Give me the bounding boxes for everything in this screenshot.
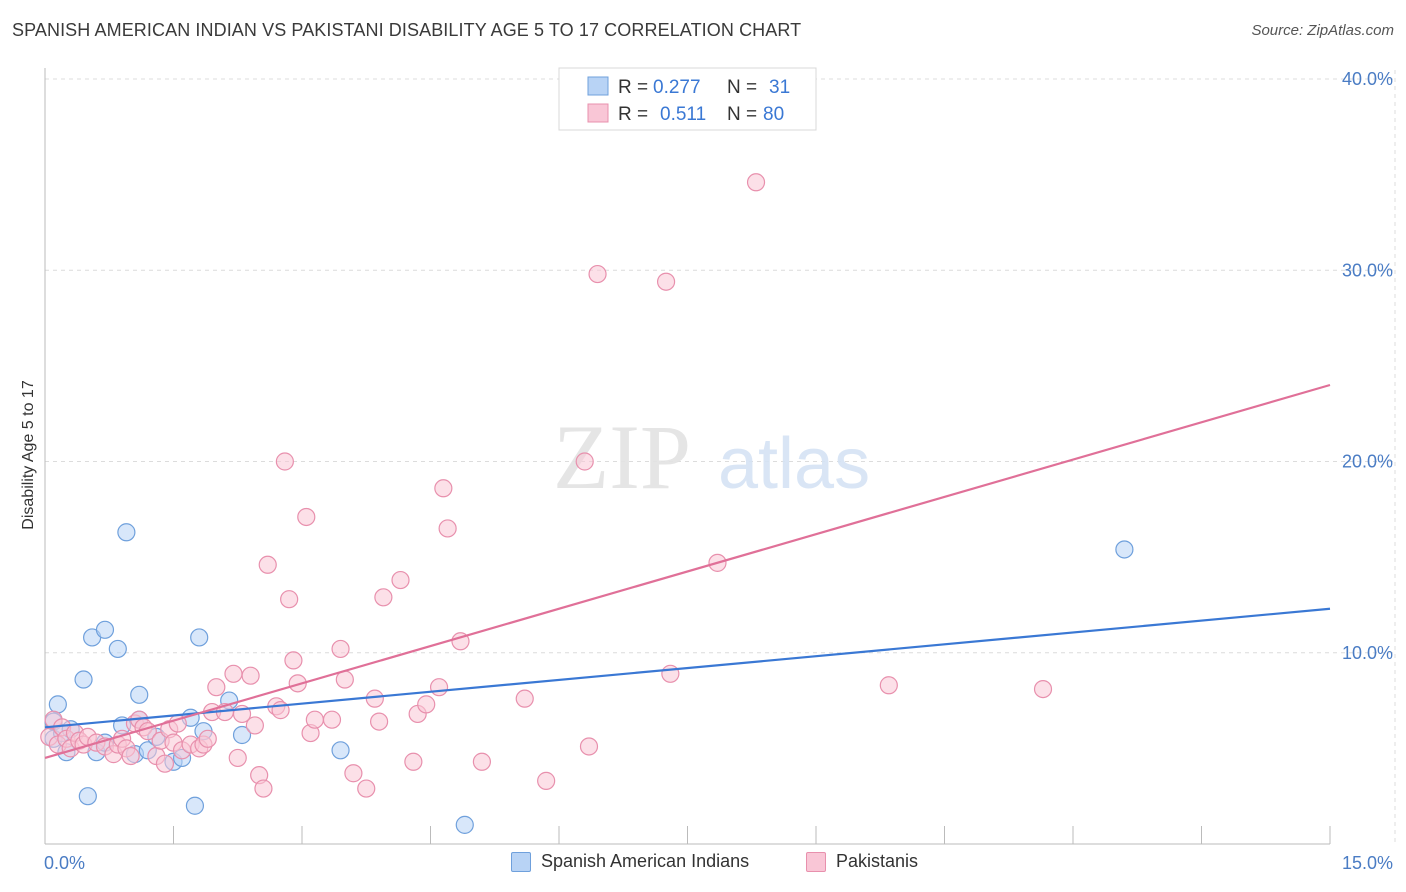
data-point-pakistani xyxy=(228,748,247,768)
data-point-pakistani xyxy=(746,173,766,192)
y-tick-label: 40.0% xyxy=(1342,69,1393,89)
data-point-pakistani xyxy=(254,779,273,798)
data-point-spanish-american-indian xyxy=(130,685,149,704)
data-point-pakistani xyxy=(198,729,217,748)
watermark: ZIP atlas xyxy=(553,406,870,508)
data-point-pakistani xyxy=(245,716,264,735)
data-point-pakistani xyxy=(661,664,680,683)
data-point-pakistani xyxy=(879,676,898,695)
legend-r-value: 0.277 xyxy=(653,77,701,98)
data-point-spanish-american-indian xyxy=(331,741,350,760)
data-point-pakistani xyxy=(331,639,350,659)
series-legend: Spanish American Indians Pakistanis xyxy=(0,851,1406,877)
legend-label: Spanish American Indians xyxy=(541,851,750,871)
data-point-spanish-american-indian xyxy=(78,787,97,806)
data-point-pakistani xyxy=(357,779,376,798)
x-tick-label: 15.0% xyxy=(1342,853,1393,873)
data-point-pakistani xyxy=(224,664,243,683)
legend-item-spanish-american-indians[interactable]: Spanish American Indians xyxy=(511,851,749,872)
data-point-pakistani xyxy=(656,272,676,291)
data-point-pakistani xyxy=(438,519,457,538)
legend-n-label: N = xyxy=(727,77,757,98)
legend-item-pakistanis[interactable]: Pakistanis xyxy=(806,851,918,872)
legend-swatch-pink xyxy=(587,103,609,123)
legend-r-label: R = xyxy=(618,77,648,98)
axes xyxy=(44,68,1331,845)
data-points xyxy=(40,173,1134,834)
y-tick-labels: 10.0% 20.0% 30.0% 40.0% xyxy=(1342,69,1393,663)
data-point-pakistani xyxy=(275,452,294,471)
data-point-pakistani xyxy=(365,689,384,708)
data-point-spanish-american-indian xyxy=(95,620,115,639)
data-point-pakistani xyxy=(121,746,140,766)
data-point-pakistani xyxy=(207,678,226,697)
data-point-pakistani xyxy=(391,570,410,590)
correlation-legend: R = 0.277 N = 31 R = 0.511 N = 80 xyxy=(558,67,817,131)
data-point-pakistani xyxy=(1033,679,1053,699)
legend-n-value: 31 xyxy=(769,77,790,98)
data-point-pakistani xyxy=(155,754,175,773)
data-point-spanish-american-indian xyxy=(48,695,67,714)
y-tick-label: 10.0% xyxy=(1342,643,1393,663)
chart-title: SPANISH AMERICAN INDIAN VS PAKISTANI DIS… xyxy=(12,20,802,40)
data-point-pakistani xyxy=(579,737,599,756)
legend-r-value: 0.511 xyxy=(660,104,706,125)
x-tick-labels: 0.0% 15.0% xyxy=(44,853,1393,873)
data-point-pakistani xyxy=(370,712,389,731)
legend-n-value: 80 xyxy=(763,104,784,125)
data-point-pakistani xyxy=(305,710,324,729)
legend-r-label: R = xyxy=(618,104,648,125)
legend-swatch-blue xyxy=(511,851,531,872)
data-point-pakistani xyxy=(404,752,423,771)
y-tick-label: 20.0% xyxy=(1342,452,1393,472)
data-point-pakistani xyxy=(588,264,607,284)
data-point-pakistani xyxy=(374,588,393,607)
data-point-pakistani xyxy=(284,651,303,670)
watermark-zip: ZIP xyxy=(553,406,691,508)
watermark-atlas: atlas xyxy=(718,424,870,504)
data-point-pakistani xyxy=(434,479,453,498)
data-point-spanish-american-indian xyxy=(185,796,205,815)
legend-swatch-blue xyxy=(587,76,609,96)
data-point-pakistani xyxy=(322,710,342,729)
data-point-pakistani xyxy=(417,695,436,714)
data-point-pakistani xyxy=(258,555,277,574)
legend-swatch-pink xyxy=(806,851,826,872)
data-point-pakistani xyxy=(515,689,534,708)
data-point-spanish-american-indian xyxy=(117,523,136,542)
data-point-pakistani xyxy=(429,678,449,697)
source-credit: Source: ZipAtlas.com xyxy=(1251,22,1394,39)
y-axis-label: Disability Age 5 to 17 xyxy=(20,380,37,530)
data-point-spanish-american-indian xyxy=(190,628,209,647)
x-tick-label: 0.0% xyxy=(44,853,85,873)
data-point-spanish-american-indian xyxy=(74,670,93,689)
data-point-pakistani xyxy=(297,507,316,527)
data-point-spanish-american-indian xyxy=(455,815,474,834)
data-point-spanish-american-indian xyxy=(1115,540,1134,559)
data-point-pakistani xyxy=(537,771,556,790)
data-point-pakistani xyxy=(241,666,260,685)
trend-line-pakistanis xyxy=(44,383,1331,759)
trend-lines xyxy=(44,383,1331,759)
legend-n-label: N = xyxy=(727,104,757,125)
data-point-spanish-american-indian xyxy=(108,639,127,659)
data-point-spanish-american-indian xyxy=(232,725,252,745)
trend-line-spanish-american-indians xyxy=(44,607,1331,729)
data-point-pakistani xyxy=(575,452,594,471)
legend-label: Pakistanis xyxy=(836,851,919,871)
y-tick-label: 30.0% xyxy=(1342,260,1393,280)
data-point-pakistani xyxy=(344,764,363,783)
data-point-pakistani xyxy=(472,752,491,771)
data-point-pakistani xyxy=(288,674,307,693)
data-point-pakistani xyxy=(280,590,299,609)
